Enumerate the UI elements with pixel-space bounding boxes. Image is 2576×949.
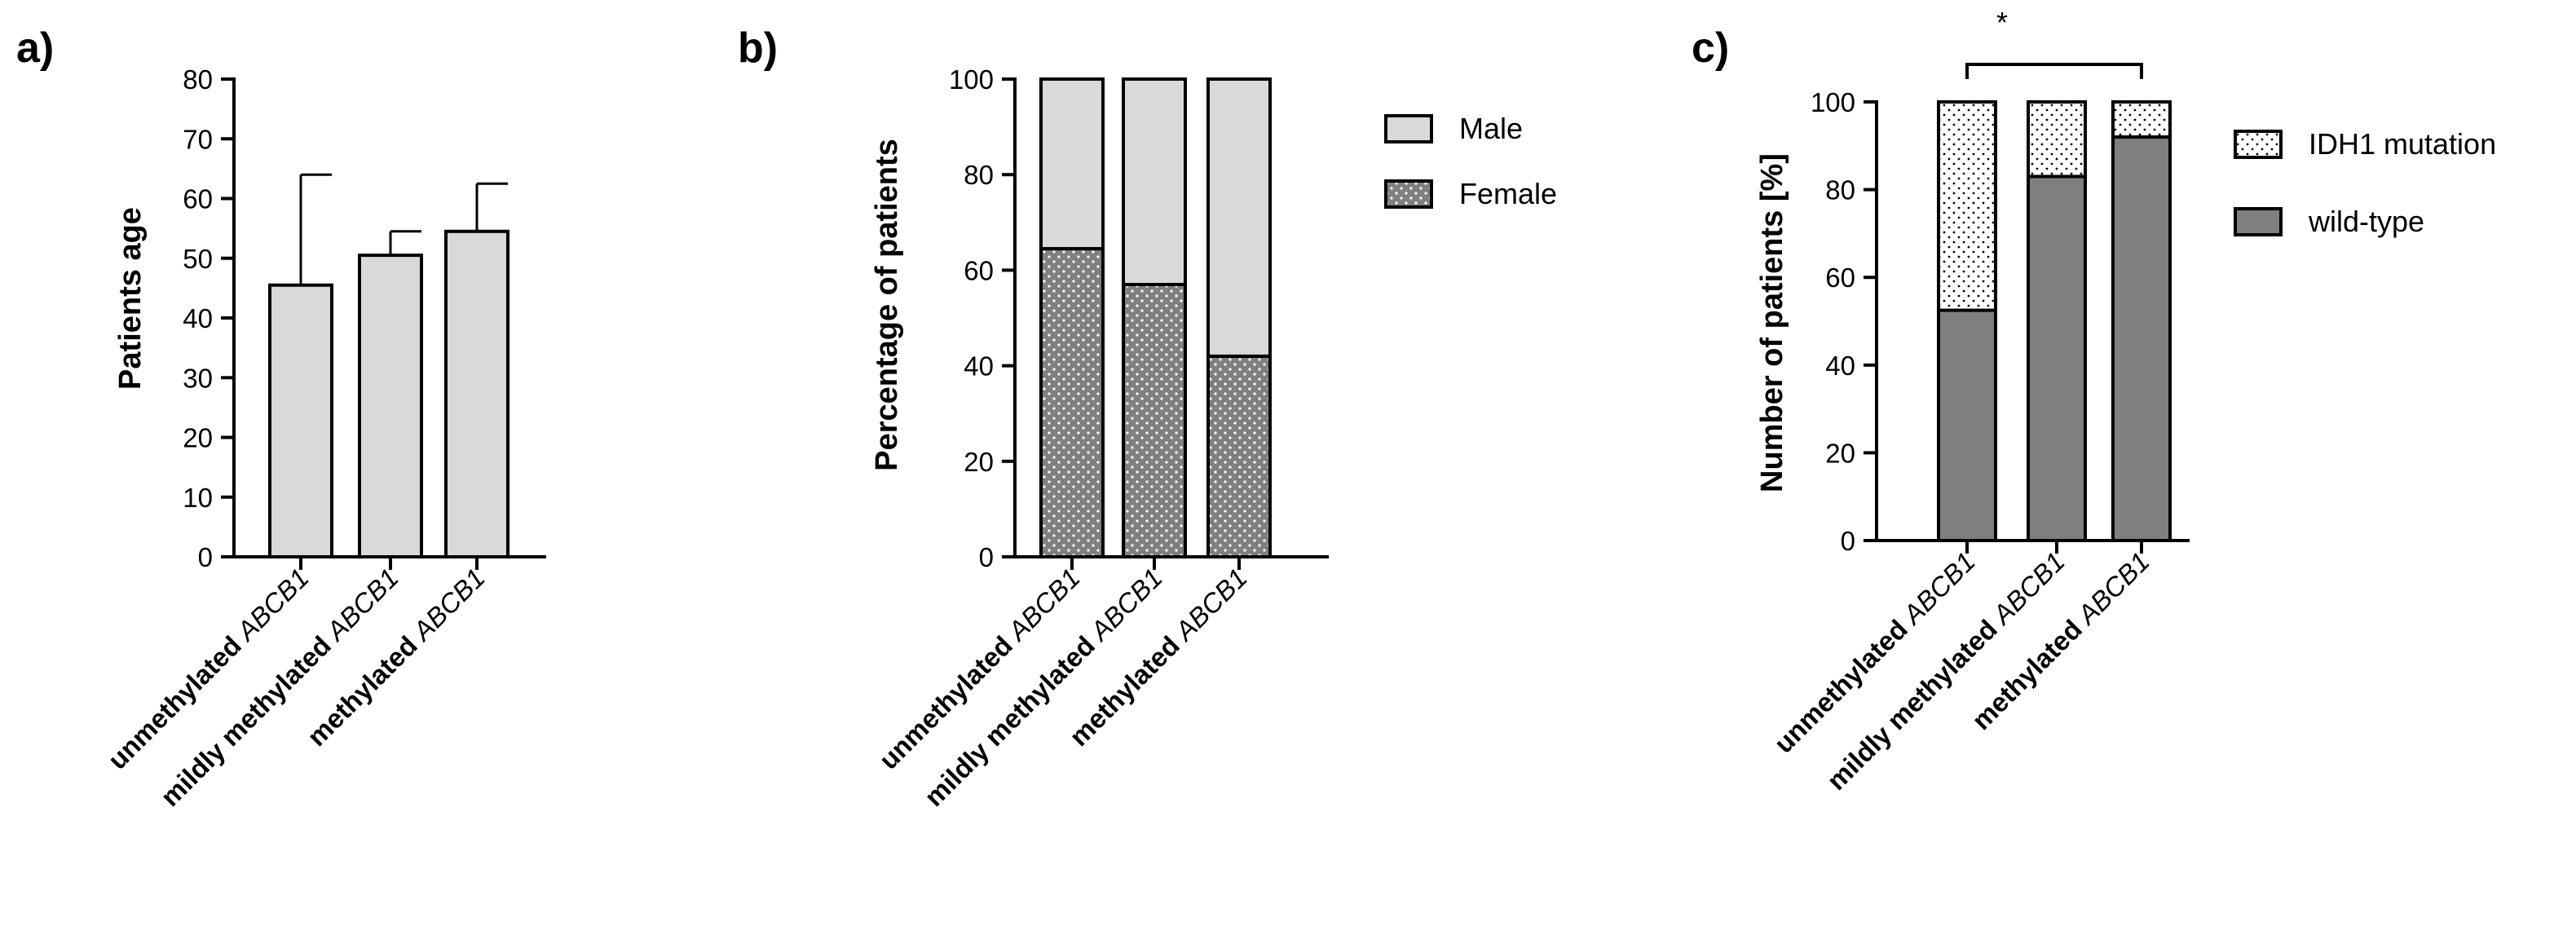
panel-b-y-axis-title: Percentage of patients (870, 139, 904, 471)
y-tick-label: 80 (183, 64, 213, 95)
y-tick-label: 80 (964, 160, 994, 190)
y-tick-label: 60 (1825, 263, 1855, 293)
category-label-italic: ABCB1 (1896, 546, 1981, 631)
bar-female-0 (1039, 247, 1105, 558)
legend-label-idh1-mutation: IDH1 mutation (2309, 127, 2496, 161)
y-tick-label: 20 (964, 447, 994, 477)
y-tick-label: 20 (183, 423, 213, 453)
category-label-italic: ABCB1 (1083, 563, 1168, 647)
y-tick-label: 60 (183, 184, 213, 214)
y-tick-label: 100 (1811, 87, 1855, 117)
panel-a-y-axis-title: Patients age (113, 207, 148, 390)
bar-idh1-mutation-1 (2027, 100, 2087, 179)
panel-b-sex-chart: b) Percentage of patients 0 20 40 60 80 100 u… (738, 24, 1557, 812)
y-tick-label: 50 (183, 244, 213, 274)
y-tick-label: 70 (183, 124, 213, 154)
legend-swatch-idh1-mutation (2234, 130, 2283, 159)
category-label-italic: ABCB1 (1001, 563, 1086, 647)
bar-wild-type-2 (2111, 135, 2172, 542)
category-label-italic: ABCB1 (2071, 546, 2155, 631)
category-label-italic: ABCB1 (406, 563, 491, 647)
category-label-italic: ABCB1 (1986, 546, 2071, 631)
legend-swatch-male (1384, 114, 1433, 143)
y-tick-label: 80 (1825, 175, 1855, 205)
y-tick-label: 60 (964, 255, 994, 285)
legend-swatch-female (1384, 179, 1433, 209)
legend-label-male: Male (1459, 112, 1523, 145)
bar-male-0 (1039, 77, 1105, 251)
significance-label: * (1996, 6, 2008, 39)
significance-bracket-line (1965, 63, 2143, 79)
bar-female-2 (1206, 354, 1272, 558)
bar-female-1 (1122, 282, 1187, 558)
legend-swatch-wild-type (2234, 207, 2283, 236)
panel-b-legend: Male Female (1384, 112, 1557, 210)
y-tick-label: 40 (1825, 351, 1855, 381)
category-label-italic: ABCB1 (230, 563, 315, 647)
legend-label-wild-type: wild-type (2308, 205, 2424, 238)
category-label-italic: ABCB1 (320, 563, 404, 647)
y-tick-label: 0 (1841, 526, 1855, 556)
panel-c-y-axis-title: Number of patients [%] (1755, 153, 1789, 492)
bar-wild-type-1 (2027, 174, 2087, 543)
category-label-italic: ABCB1 (1168, 563, 1253, 647)
panel-c-letter: c) (1692, 24, 1729, 72)
panel-a-letter: a) (16, 24, 54, 72)
y-tick-label: 0 (198, 542, 213, 572)
y-tick-label: 30 (183, 363, 213, 393)
legend-label-female: Female (1459, 177, 1557, 210)
bar-idh1-mutation-0 (1937, 100, 1997, 312)
bar-1 (358, 254, 423, 558)
bar-2 (444, 229, 509, 558)
bar-male-2 (1206, 77, 1272, 358)
panel-c-legend: IDH1 mutation wild-type (2234, 127, 2496, 238)
bar-0 (268, 283, 333, 558)
y-tick-label: 40 (964, 351, 994, 382)
y-tick-label: 40 (183, 303, 213, 333)
category-label-bold: unmethylated (873, 625, 1023, 775)
significance-bracket: * (1965, 6, 2143, 79)
y-tick-label: 10 (183, 483, 213, 513)
y-tick-label: 0 (979, 542, 994, 572)
bar-wild-type-0 (1937, 308, 1997, 542)
bar-idh1-mutation-2 (2111, 100, 2172, 139)
y-tick-label: 100 (949, 64, 994, 95)
bar-male-1 (1122, 77, 1187, 286)
panel-b-letter: b) (738, 24, 778, 72)
y-tick-label: 20 (1825, 438, 1855, 468)
